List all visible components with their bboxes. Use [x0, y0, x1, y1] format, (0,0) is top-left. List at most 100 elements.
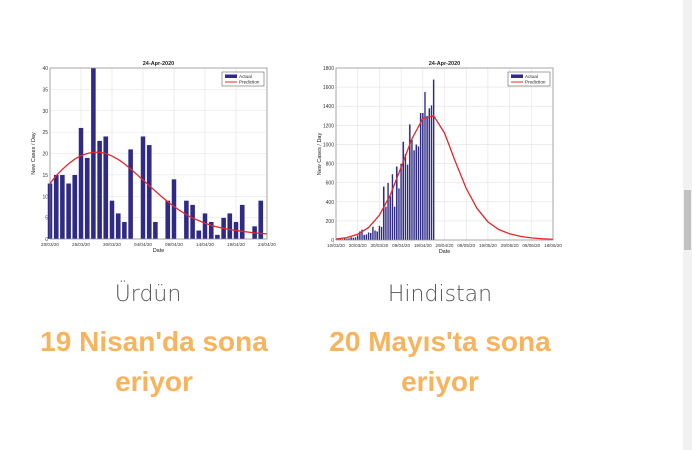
bar — [391, 173, 394, 241]
prediction-line — [335, 115, 554, 240]
x-tick-label: 30/03/20 — [103, 242, 121, 247]
chart-title: 24-Apr-2020 — [143, 61, 175, 67]
legend-swatch-actual — [225, 74, 237, 78]
x-tick-label: 09/05/20 — [457, 243, 475, 248]
bar — [214, 234, 220, 240]
y-axis-label: New Cases / Day — [31, 132, 37, 175]
chart-title: 24-Apr-2020 — [429, 61, 461, 67]
y-tick-label: 15 — [42, 173, 48, 179]
bar — [103, 136, 109, 240]
scrollbar-thumb[interactable] — [684, 190, 691, 250]
status-line: eriyor — [115, 366, 193, 397]
bar — [382, 186, 385, 241]
bar — [352, 237, 355, 241]
status-line: eriyor — [401, 366, 479, 397]
bar — [350, 237, 353, 241]
bar — [202, 213, 208, 240]
status-line: 20 Mayıs'ta sona — [329, 326, 551, 357]
y-tick-label: 400 — [326, 200, 335, 206]
y-tick-label: 20 — [42, 152, 48, 158]
x-tick-label: 20/03/20 — [41, 242, 59, 247]
y-tick-label: 200 — [326, 219, 335, 225]
bar — [84, 157, 90, 240]
jordan-chart: 0 5 10 15 20 25 30 35 40 20/03/20 25/03/20 30/03/20… — [31, 61, 276, 254]
bar — [419, 112, 422, 241]
scrollbar[interactable] — [683, 0, 692, 450]
y-tick-label: 1600 — [323, 85, 334, 91]
bar — [397, 188, 400, 241]
legend-label: Actual — [525, 74, 538, 79]
x-tick-label: 25/03/20 — [72, 242, 90, 247]
bar — [363, 234, 366, 241]
bar — [415, 144, 418, 241]
y-tick-label: 1200 — [323, 123, 334, 129]
bar — [356, 235, 359, 241]
bar — [59, 174, 65, 240]
country-label-jordan: Ürdün — [114, 282, 182, 307]
bar — [78, 127, 84, 240]
bar — [426, 115, 429, 241]
legend-swatch-actual — [511, 74, 523, 78]
bar — [413, 150, 416, 241]
x-tick-label: 19/05/20 — [479, 243, 497, 248]
india-chart: 0 200 400 600 800 1000 1200 1400 1600 1800 10/03/2… — [317, 61, 562, 255]
bar — [367, 232, 370, 241]
y-tick-label: 1000 — [323, 142, 334, 148]
bar — [410, 139, 413, 241]
bar — [371, 226, 374, 241]
bar — [404, 153, 407, 241]
x-tick-label: 24/04/20 — [258, 242, 276, 247]
x-tick-label: 29/05/20 — [501, 243, 519, 248]
bar — [387, 182, 390, 241]
y-tick-label: 1400 — [323, 104, 334, 110]
y-tick-label: 0 — [331, 238, 334, 244]
bar — [109, 200, 115, 240]
bar — [423, 91, 426, 241]
bar — [140, 136, 146, 240]
legend-label: Prediction — [239, 80, 260, 85]
bar — [128, 149, 134, 240]
status-line: 19 Nisan'da sona — [40, 326, 268, 357]
x-tick-label: 30/03/20 — [370, 243, 388, 248]
bar — [165, 200, 171, 240]
bar — [376, 231, 379, 241]
x-tick-label: 18/06/20 — [544, 243, 562, 248]
bar — [354, 237, 357, 241]
y-tick-label: 1800 — [323, 66, 334, 72]
bar — [66, 183, 72, 240]
x-tick-label: 14/04/20 — [196, 242, 214, 247]
bar — [400, 163, 403, 241]
bar — [417, 146, 420, 241]
bar — [146, 144, 152, 240]
y-tick-label: 600 — [326, 181, 335, 187]
bar — [190, 204, 196, 240]
bar — [152, 221, 158, 240]
bar — [421, 112, 424, 241]
bar — [72, 174, 78, 240]
bar — [389, 195, 392, 241]
bar — [428, 108, 431, 241]
x-tick-label: 10/03/20 — [327, 243, 345, 248]
bar — [374, 230, 377, 241]
bar — [90, 67, 96, 240]
bar — [239, 204, 245, 240]
y-tick-label: 25 — [42, 130, 48, 136]
bar — [369, 232, 372, 241]
x-axis-label: Date — [439, 249, 451, 255]
country-label-india: Hindistan — [387, 282, 493, 307]
bar — [171, 179, 177, 240]
bar — [378, 225, 381, 241]
y-tick-label: 800 — [326, 162, 335, 168]
y-tick-label: 0 — [45, 237, 48, 243]
bar — [196, 230, 202, 240]
x-tick-label: 20/03/20 — [349, 243, 367, 248]
x-tick-label: 29/04/20 — [436, 243, 454, 248]
prediction-line — [49, 151, 268, 235]
legend-label: Actual — [239, 74, 252, 79]
x-tick-label: 19/04/20 — [414, 243, 432, 248]
plot-frame — [335, 67, 554, 241]
status-india: 20 Mayıs'ta sona eriyor — [310, 322, 570, 402]
status-jordan: 19 Nisan'da sona eriyor — [24, 322, 284, 402]
y-tick-label: 5 — [45, 216, 48, 222]
x-tick-label: 19/04/20 — [227, 242, 245, 247]
